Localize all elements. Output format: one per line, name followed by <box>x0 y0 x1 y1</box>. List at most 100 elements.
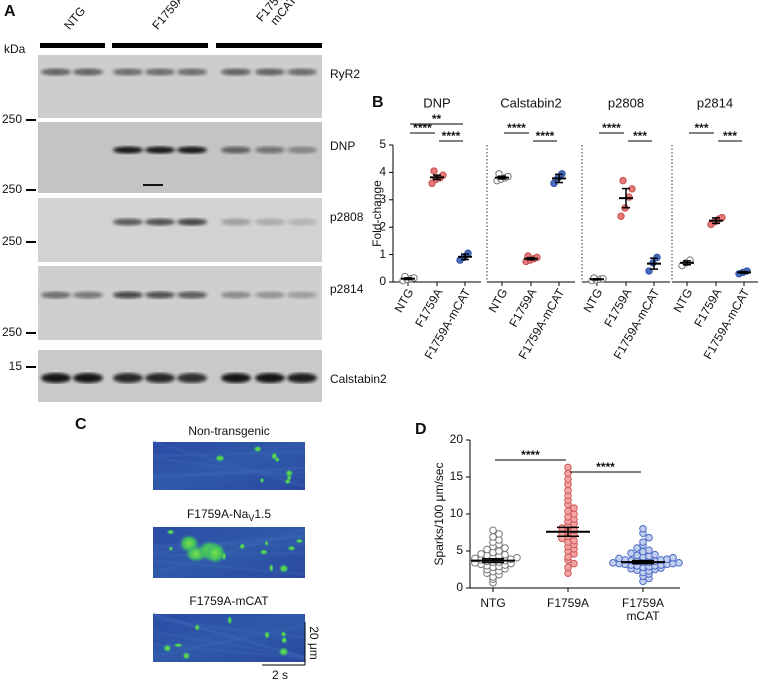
error-bar <box>712 217 720 225</box>
scan-streak <box>152 623 306 658</box>
spark <box>287 545 296 551</box>
marker-label: 250 <box>2 234 22 248</box>
scan-title: F1759A-mCAT <box>189 594 269 608</box>
spark <box>194 624 200 631</box>
panel-label: C <box>75 416 87 433</box>
data-point <box>570 559 578 568</box>
y-axis-label: Sparks/100 μm/sec <box>432 463 446 566</box>
spark <box>163 644 172 653</box>
y-tick-label: 3 <box>379 192 386 206</box>
lane-group-bar <box>216 43 322 48</box>
y-tick-label: 0 <box>456 580 463 594</box>
y-tick-label: 2 <box>379 219 386 233</box>
error-bar <box>433 174 441 181</box>
blot-label: DNP <box>330 139 355 153</box>
data-point <box>464 249 472 257</box>
significance-label: *** <box>723 129 737 143</box>
spark <box>295 538 304 544</box>
unit-label: kDa <box>4 42 26 56</box>
error-bar <box>555 173 563 184</box>
data-point <box>619 176 627 185</box>
blot-band <box>177 291 207 299</box>
spark <box>221 552 227 561</box>
blot-image <box>38 266 322 340</box>
error-bar <box>557 526 579 537</box>
error-bar <box>740 270 748 274</box>
blot-band <box>255 68 285 76</box>
scan-streak <box>152 528 306 575</box>
scan-streak <box>152 618 306 639</box>
blot-band <box>255 218 285 226</box>
spark <box>173 643 183 648</box>
x-tick-label: NTG <box>671 286 696 315</box>
panel-label: A <box>4 3 16 20</box>
spark <box>259 549 268 555</box>
blot-label: Calstabin2 <box>330 372 387 386</box>
spark <box>168 546 174 551</box>
data-point <box>639 525 647 533</box>
blot-band <box>255 373 285 383</box>
y-axis-label: Fold-change <box>370 180 384 247</box>
significance-label: **** <box>521 448 540 462</box>
blot-band <box>177 68 207 76</box>
significance-label: **** <box>413 121 432 135</box>
spark <box>280 631 287 638</box>
spark <box>274 456 280 463</box>
blot-band <box>145 146 175 154</box>
lane-group-bar <box>40 43 105 48</box>
spark <box>215 454 225 462</box>
spark <box>204 542 226 564</box>
data-point <box>550 179 558 188</box>
spark <box>278 647 289 657</box>
data-point <box>615 554 623 563</box>
y-tick-label: 0 <box>379 274 386 288</box>
panel-label: B <box>372 94 384 111</box>
data-point <box>645 533 653 542</box>
marker-label: 250 <box>2 112 22 126</box>
scan-title-text: F1759A-mCAT <box>189 594 269 608</box>
data-point <box>570 504 578 512</box>
blot-band <box>73 68 103 76</box>
data-point <box>564 563 572 572</box>
spark <box>268 563 274 573</box>
x-tick-label: F1759A <box>546 596 590 610</box>
blot-image <box>38 198 322 262</box>
data-point <box>633 544 641 552</box>
error-bar <box>632 559 654 565</box>
marker-label: 15 <box>9 359 23 373</box>
subplot-title: DNP <box>423 95 450 110</box>
blot-band <box>287 68 317 76</box>
blot-band <box>73 291 103 299</box>
panel-label: D <box>415 421 427 438</box>
spark <box>284 478 291 485</box>
y-tick-label: 15 <box>450 469 464 483</box>
blot-band <box>255 291 285 299</box>
blot-band <box>221 146 251 154</box>
blot-band <box>221 68 251 76</box>
x-tick-label: NTG <box>581 286 606 315</box>
blot-band <box>113 291 143 299</box>
scan-title-text: Non-transgenic <box>188 424 269 438</box>
scan-streak <box>152 551 306 558</box>
spark <box>253 445 262 453</box>
blot-band <box>177 218 207 226</box>
spark <box>264 540 269 546</box>
spark <box>281 636 288 644</box>
y-tick-label: 1 <box>379 247 386 261</box>
x-tick-label: F1759A mCAT <box>621 596 665 623</box>
subplot-title: Calstabin2 <box>500 95 561 110</box>
significance-label: *** <box>633 129 647 143</box>
spark <box>239 543 246 550</box>
blot-band <box>177 146 207 154</box>
scan-streak <box>152 543 306 548</box>
blot-image <box>38 55 322 118</box>
blot-band <box>221 291 251 299</box>
data-point <box>513 553 521 562</box>
blot-band <box>113 68 143 76</box>
data-point <box>675 559 683 567</box>
blot-band <box>145 373 175 383</box>
y-tick-label: 5 <box>456 543 463 557</box>
data-point <box>501 544 509 552</box>
scan-streak <box>152 471 306 477</box>
